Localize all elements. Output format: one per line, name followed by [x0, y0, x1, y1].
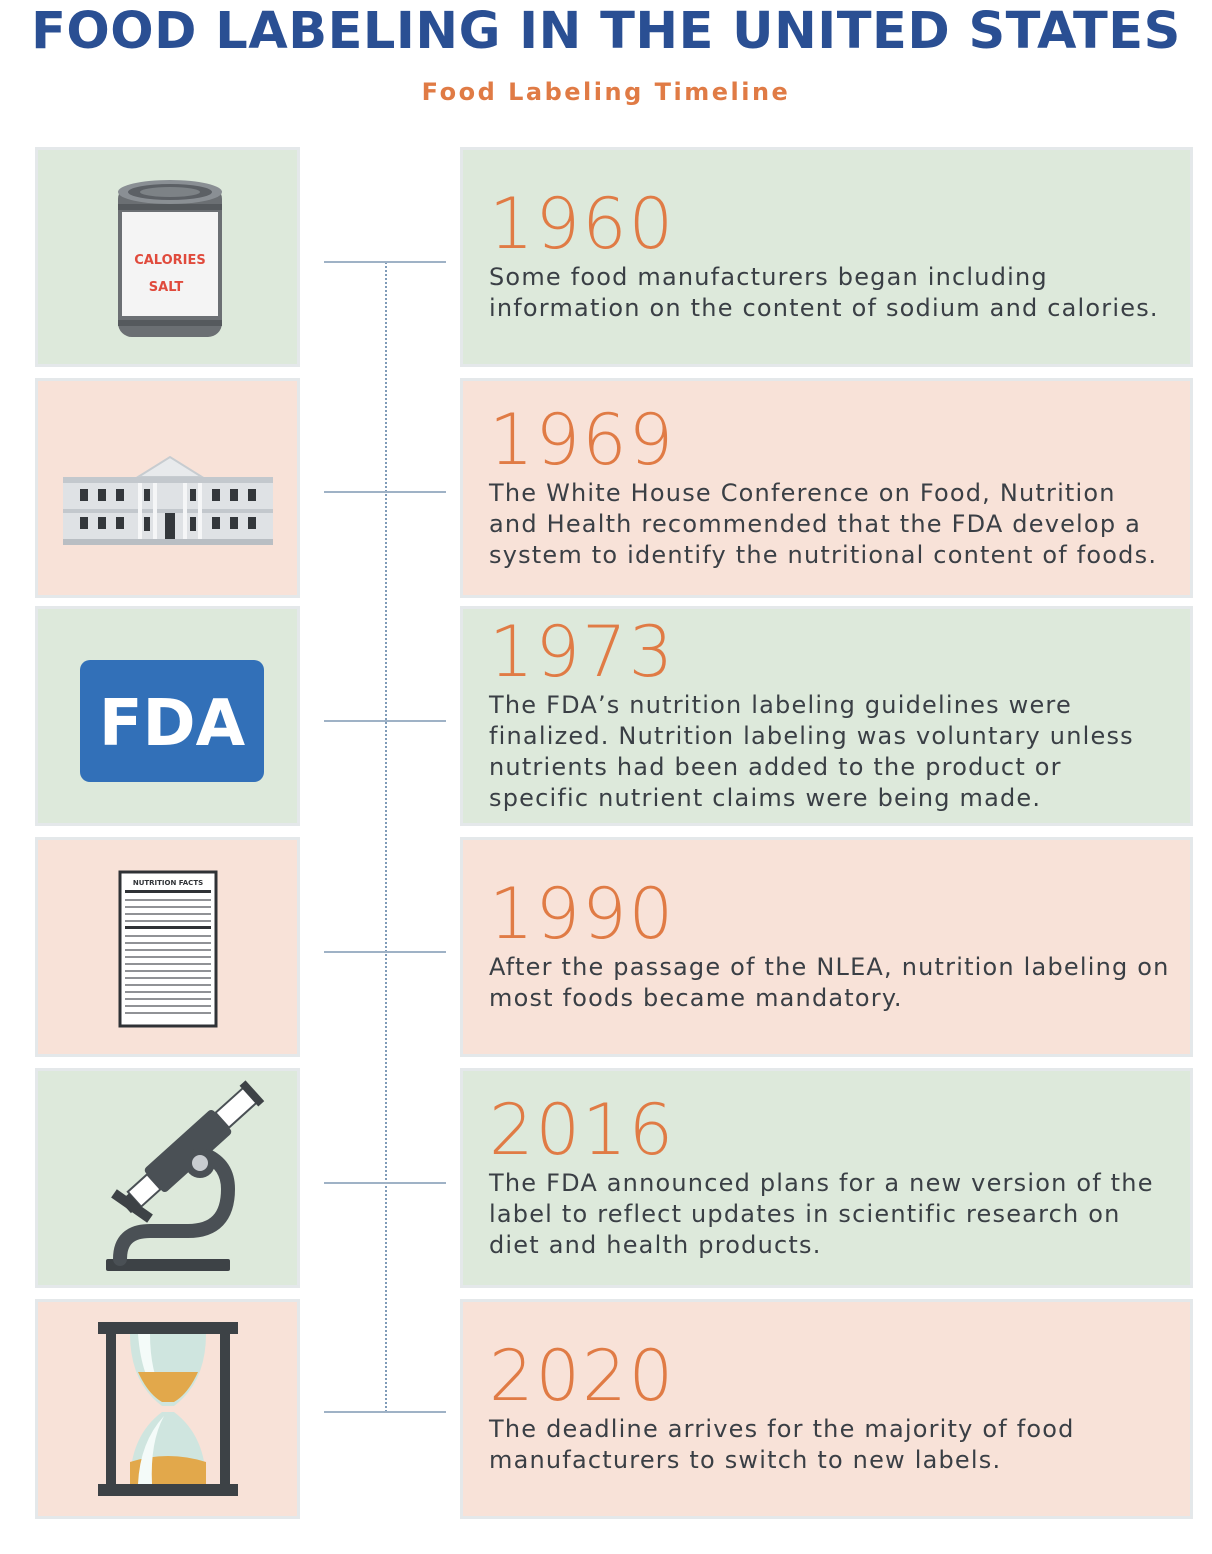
icon-panel-2016 — [35, 1068, 300, 1288]
fda-logo-icon: FDA — [38, 609, 297, 823]
event-year: 1960 — [489, 190, 1170, 258]
page-subtitle: Food Labeling Timeline — [0, 78, 1212, 106]
timeline-tick — [324, 951, 446, 953]
timeline-tick — [324, 1411, 446, 1413]
icon-panel-1969 — [35, 378, 300, 598]
can-label-calories: CALORIES — [134, 253, 206, 268]
food-can-icon: CALORIES SALT — [38, 150, 297, 364]
event-year: 1990 — [489, 880, 1170, 948]
event-description: The White House Conference on Food, Nutr… — [489, 478, 1170, 571]
icon-panel-1990: NUTRITION FACTS — [35, 837, 300, 1057]
event-description: After the passage of the NLEA, nutrition… — [489, 952, 1170, 1014]
event-panel-1973: 1973 The FDA’s nutrition labeling guidel… — [460, 606, 1193, 826]
event-year: 2016 — [489, 1096, 1170, 1164]
timeline-tick — [324, 720, 446, 722]
event-description: The FDA announced plans for a new versio… — [489, 1168, 1170, 1261]
nutrition-facts-heading: NUTRITION FACTS — [133, 879, 203, 887]
event-description: The FDA’s nutrition labeling guidelines … — [489, 690, 1170, 814]
icon-panel-1973: FDA — [35, 606, 300, 826]
fda-logo-text: FDA — [99, 687, 246, 761]
timeline-line — [385, 262, 387, 1412]
microscope-icon — [38, 1071, 297, 1285]
event-description: Some food manufacturers began including … — [489, 262, 1170, 324]
event-year: 2020 — [489, 1342, 1170, 1410]
white-house-icon — [38, 381, 297, 595]
event-panel-2016: 2016 The FDA announced plans for a new v… — [460, 1068, 1193, 1288]
event-description: The deadline arrives for the majority of… — [489, 1414, 1170, 1476]
timeline-tick — [324, 261, 446, 263]
event-year: 1969 — [489, 406, 1170, 474]
timeline-tick — [324, 491, 446, 493]
icon-panel-1960: CALORIES SALT — [35, 147, 300, 367]
event-year: 1973 — [489, 618, 1170, 686]
event-panel-1969: 1969 The White House Conference on Food,… — [460, 378, 1193, 598]
nutrition-facts-label-icon: NUTRITION FACTS — [38, 840, 297, 1054]
event-panel-2020: 2020 The deadline arrives for the majori… — [460, 1299, 1193, 1519]
page-title: FOOD LABELING IN THE UNITED STATES — [0, 2, 1212, 61]
icon-panel-2020 — [35, 1299, 300, 1519]
event-panel-1990: 1990 After the passage of the NLEA, nutr… — [460, 837, 1193, 1057]
timeline-tick — [324, 1182, 446, 1184]
hourglass-icon — [38, 1302, 297, 1516]
can-label-salt: SALT — [149, 280, 184, 295]
event-panel-1960: 1960 Some food manufacturers began inclu… — [460, 147, 1193, 367]
